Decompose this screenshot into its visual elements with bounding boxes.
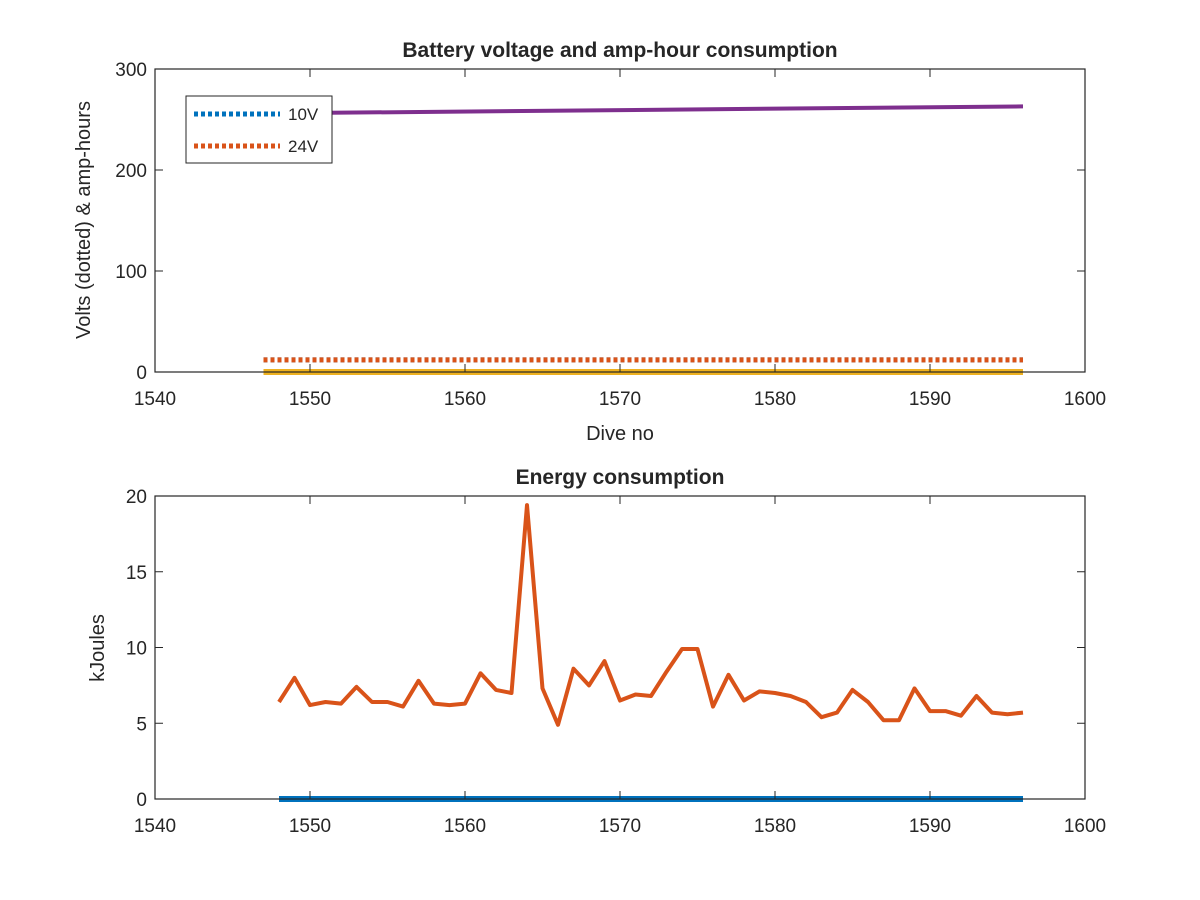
energy-ytick-label-2: 10 [126, 639, 147, 660]
voltage-ytick-label-1: 100 [115, 262, 147, 283]
voltage-ytick-label-0: 0 [136, 363, 147, 384]
energy-xtick-label-2: 1560 [444, 816, 486, 837]
energy-chart-ylabel: kJoules [87, 614, 109, 682]
energy-xtick-label-1: 1550 [289, 816, 331, 837]
voltage-xtick-label-5: 1590 [909, 389, 951, 410]
legend-label-24v: 24V [288, 137, 319, 156]
voltage-xtick-label-2: 1560 [444, 389, 486, 410]
voltage-xtick-label-1: 1550 [289, 389, 331, 410]
voltage-ytick-label-2: 200 [115, 161, 147, 182]
energy-xtick-label-4: 1580 [754, 816, 796, 837]
voltage-xtick-label-0: 1540 [134, 389, 176, 410]
voltage-chart-ylabel: Volts (dotted) & amp-hours [73, 101, 95, 339]
voltage-series-line-2 [263, 104, 1024, 116]
energy-xtick-label-6: 1600 [1064, 816, 1106, 837]
energy-ytick-label-3: 15 [126, 563, 147, 584]
legend-box [185, 95, 333, 164]
voltage-chart-title: Battery voltage and amp-hour consumption [402, 39, 837, 62]
energy-xtick-label-3: 1570 [599, 816, 641, 837]
energy-ytick-label-0: 0 [136, 790, 147, 811]
energy-xtick-label-5: 1590 [909, 816, 951, 837]
voltage-xtick-label-6: 1600 [1064, 389, 1106, 410]
energy-chart: Energy consumption 1540 1550 1560 1570 1580 1… [87, 466, 1106, 837]
voltage-xtick-label-3: 1570 [599, 389, 641, 410]
energy-ytick-label-1: 5 [136, 714, 147, 735]
energy-chart-title: Energy consumption [516, 466, 725, 489]
voltage-chart: Battery voltage and amp-hour consumption… [73, 39, 1106, 445]
energy-ytick-label-4: 20 [126, 487, 147, 508]
voltage-xtick-label-4: 1580 [754, 389, 796, 410]
voltage-chart-legend: 10V 24V [185, 95, 333, 164]
voltage-ytick-label-3: 300 [115, 60, 147, 81]
energy-xtick-label-0: 1540 [134, 816, 176, 837]
voltage-chart-xlabel: Dive no [586, 423, 654, 445]
energy-series-line-0 [277, 503, 1024, 727]
legend-label-10v: 10V [288, 105, 319, 124]
